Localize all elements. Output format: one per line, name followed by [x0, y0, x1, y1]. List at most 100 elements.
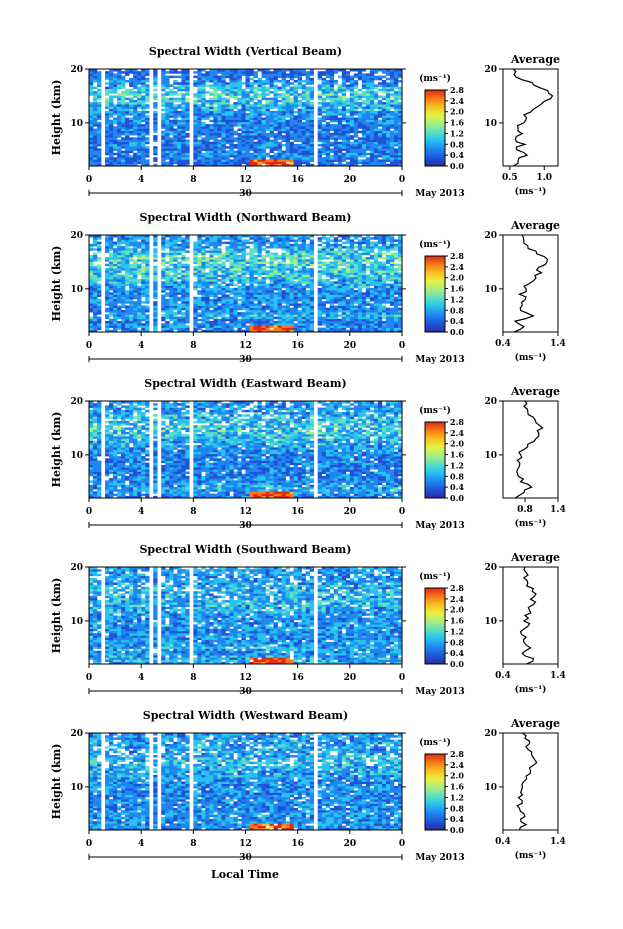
- heatmap-cell: [117, 152, 122, 156]
- heatmap-cell: [321, 309, 327, 313]
- heatmap-cell: [181, 290, 186, 293]
- heatmap-cell: [325, 88, 331, 92]
- heatmap-cell: [333, 106, 339, 109]
- heatmap-cell: [137, 143, 142, 147]
- heatmap-cell: [133, 329, 138, 333]
- heatmap-cell: [137, 77, 142, 81]
- heatmap-cell: [289, 303, 294, 306]
- heatmap-cell: [173, 108, 178, 112]
- heatmap-cell: [293, 163, 298, 167]
- heatmap-cell: [245, 97, 250, 101]
- heatmap-cell: [261, 121, 266, 125]
- heatmap-cell: [377, 148, 383, 151]
- heatmap-cell: [381, 163, 387, 167]
- heatmap-cell: [145, 263, 150, 267]
- heatmap-cell: [173, 117, 178, 120]
- heatmap-cell: [181, 69, 186, 72]
- heatmap-cell: [177, 110, 182, 114]
- heatmap-cell: [209, 69, 214, 72]
- heatmap-cell: [297, 135, 302, 138]
- heatmap-cell: [353, 84, 359, 87]
- heatmap-cell: [177, 121, 182, 125]
- heatmap-cell: [365, 148, 371, 151]
- heatmap-cell: [153, 69, 158, 72]
- heatmap-cell: [205, 139, 210, 143]
- heatmap-cell: [197, 274, 202, 278]
- heatmap-cell: [193, 327, 198, 331]
- heatmap-cell: [129, 130, 134, 134]
- heatmap-cell: [357, 117, 363, 120]
- heatmap-cell: [113, 80, 118, 83]
- heatmap-cell: [289, 71, 294, 74]
- heatmap-cell: [257, 104, 262, 107]
- heatmap-cell: [181, 88, 186, 92]
- heatmap-cell: [97, 113, 102, 116]
- heatmap-cell: [97, 290, 102, 293]
- heatmap-cell: [97, 298, 102, 302]
- heatmap-cell: [329, 99, 335, 103]
- heatmap-cell: [205, 148, 210, 151]
- heatmap-cell: [137, 323, 142, 326]
- heatmap-cell: [277, 287, 282, 291]
- heatmap-cell: [181, 148, 186, 151]
- heatmap-cell: [141, 95, 146, 98]
- heatmap-cell: [97, 248, 102, 251]
- heatmap-cell: [265, 329, 270, 333]
- heatmap-cell: [121, 115, 126, 118]
- heatmap-cell: [169, 307, 174, 311]
- heatmap-cell: [285, 102, 290, 105]
- heatmap-cell: [317, 254, 323, 258]
- heatmap-cell: [309, 325, 315, 328]
- heatmap-cell: [385, 135, 391, 138]
- heatmap-cell: [381, 150, 387, 154]
- colorbar-tick-label: 2.4: [450, 96, 464, 106]
- heatmap-cell: [229, 143, 234, 147]
- heatmap-cell: [341, 159, 347, 162]
- heatmap-cell: [185, 292, 190, 295]
- heatmap-cell: [293, 75, 298, 79]
- heatmap-cell: [165, 241, 170, 245]
- heatmap-cell: [225, 117, 230, 120]
- heatmap-cell: [357, 146, 363, 149]
- heatmap-cell: [117, 77, 122, 81]
- heatmap-cell: [349, 146, 355, 149]
- heatmap-cell: [201, 241, 206, 245]
- heatmap-cell: [185, 113, 190, 116]
- heatmap-cell: [237, 325, 242, 328]
- heatmap-cell: [309, 124, 315, 127]
- heatmap-cell: [105, 75, 110, 79]
- heatmap-cell: [273, 281, 278, 284]
- heatmap-cell: [389, 73, 395, 76]
- heatmap-cell: [253, 135, 258, 138]
- heatmap-cell: [201, 84, 206, 87]
- heatmap-cell: [269, 143, 274, 147]
- heatmap-cell: [109, 237, 114, 240]
- heatmap-cell: [277, 279, 282, 282]
- heatmap-cell: [181, 246, 186, 249]
- heatmap-cell: [329, 157, 335, 160]
- heatmap-cell: [97, 141, 102, 145]
- heatmap-cell: [365, 135, 371, 138]
- heatmap-cell: [317, 296, 323, 300]
- colorbar-tick-label: 1.2: [450, 128, 464, 138]
- heatmap-cell: [261, 296, 266, 300]
- heatmap-cell: [257, 110, 262, 114]
- heatmap-cell: [213, 320, 218, 324]
- heatmap-cell: [161, 270, 166, 273]
- heatmap-cell: [261, 316, 266, 320]
- heatmap-cell: [281, 309, 286, 313]
- heatmap-cell: [249, 146, 254, 149]
- heatmap-cell: [209, 152, 214, 156]
- heatmap-cell: [113, 254, 118, 258]
- heatmap-cell: [137, 117, 142, 120]
- heatmap-cell: [309, 270, 315, 273]
- heatmap-cell: [241, 148, 246, 151]
- heatmap-cell: [197, 327, 202, 331]
- heatmap-cell: [141, 285, 146, 289]
- heatmap-cell: [113, 159, 118, 162]
- heatmap-cell: [345, 139, 351, 143]
- heatmap-cell: [369, 126, 375, 129]
- heatmap-cell: [333, 99, 339, 103]
- heatmap-cell: [197, 121, 202, 125]
- heatmap-cell: [393, 135, 399, 138]
